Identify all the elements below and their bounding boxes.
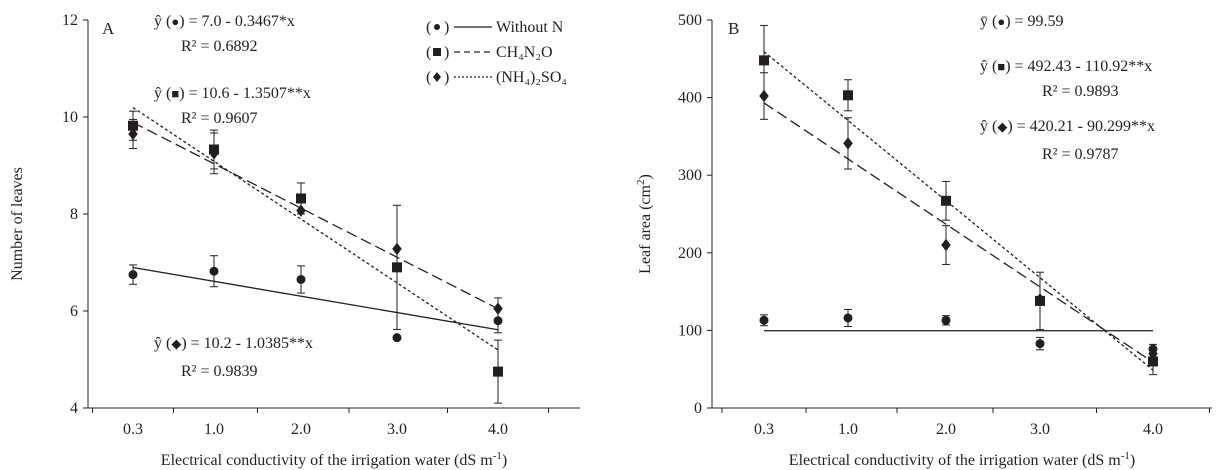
legend-paren: ) (444, 69, 449, 86)
legend-marker-square (433, 48, 441, 56)
r-squared: R² = 0.9893 (1042, 83, 1119, 100)
y-tick-label: 6 (70, 303, 78, 320)
y-tick-label: 10 (62, 109, 78, 126)
data-point-square (296, 193, 306, 204)
x-tick-label: 2.0 (936, 421, 956, 438)
y-tick-label: 100 (678, 322, 702, 339)
data-point-circle (1035, 339, 1045, 349)
regression-equation: ŷ (◆) = 420.21 - 90.299**x (980, 118, 1155, 135)
legend-paren: ( (426, 69, 431, 86)
x-tick-label: 0.3 (754, 421, 774, 438)
data-point-circle (941, 315, 951, 325)
data-point-square (941, 195, 951, 206)
data-point-diamond (493, 302, 503, 315)
data-point-diamond (392, 242, 402, 256)
data-point-diamond (843, 137, 853, 150)
data-point-square (843, 90, 853, 101)
fit-line-diamond (763, 102, 1154, 363)
chart-panel-A: 4 6 8 10 12 0.3 1.0 2.0 3.0 4.0 Electrical conduct… (9, 12, 580, 469)
fit-line-circle (132, 266, 499, 331)
y-tick-label: 4 (70, 400, 78, 417)
circle-symbol: ● (171, 14, 179, 29)
chart-panel-B: 0 100 200 300 400 500 0.3 1.0 2.0 3.0 4.0 Electrica… (635, 12, 1212, 469)
y-tick-label: 200 (678, 245, 702, 262)
regression-equation: ŷ (■) = 492.43 - 110.92**x (980, 58, 1152, 75)
data-point-diamond (1148, 347, 1158, 360)
regression-equation: ŷ (◆) = 10.2 - 1.0385**x (154, 335, 313, 352)
data-point-square (1148, 356, 1158, 367)
legend-label: CH₄N₂O (496, 44, 553, 61)
y-axis-label: Leaf area (cm2) (635, 174, 654, 274)
fit-line-square (132, 107, 499, 351)
y-tick-label: 0 (694, 400, 702, 417)
diamond-symbol: ◆ (997, 119, 1007, 134)
fit-line-square (763, 51, 1154, 371)
data-point-circle (392, 333, 402, 343)
legend-label: Without N (496, 19, 564, 36)
diamond-symbol: ◆ (171, 336, 181, 351)
r-squared: R² = 0.9607 (181, 110, 258, 127)
y-tick-label: 8 (70, 206, 78, 223)
regression-equation: ŷ (■) = 10.6 - 1.3507**x (154, 85, 311, 102)
data-point-circle (296, 274, 306, 284)
regression-equation: ȳ (●) = 99.59 (980, 13, 1064, 30)
x-tick-label: 3.0 (1030, 421, 1050, 438)
data-point-diamond (759, 89, 769, 103)
y-tick-label: 500 (678, 12, 702, 29)
data-point-diamond (296, 204, 306, 217)
x-tick-label: 4.0 (1143, 421, 1163, 438)
data-point-circle (843, 313, 853, 323)
panel-label: A (102, 19, 115, 38)
circle-symbol: ● (997, 14, 1005, 29)
y-tick-label: 300 (678, 167, 702, 184)
y-axis-label: Number of leaves (9, 167, 26, 281)
y-tick-label: 400 (678, 90, 702, 107)
data-point-diamond (941, 238, 951, 252)
data-point-diamond (1035, 293, 1045, 306)
x-tick-label: 3.0 (387, 421, 407, 438)
x-axis-label: Electrical conductivity of the irrigatio… (161, 450, 507, 469)
data-point-circle (759, 315, 769, 325)
x-tick-label: 1.0 (204, 421, 224, 438)
y-tick-label: 12 (62, 12, 78, 29)
data-point-circle (493, 316, 503, 326)
legend-paren: ) (444, 19, 449, 36)
r-squared: R² = 0.6892 (181, 38, 258, 55)
data-point-square (392, 262, 402, 273)
data-point-square (493, 366, 503, 377)
x-axis-label: Electrical conductivity of the irrigatio… (789, 450, 1135, 469)
data-point-square (759, 55, 769, 66)
legend-label: (NH₄)₂SO₄ (496, 69, 567, 86)
legend-marker-circle (434, 24, 440, 30)
x-tick-label: 0.3 (123, 421, 143, 438)
x-tick-label: 4.0 (488, 421, 508, 438)
fit-line-diamond (132, 121, 499, 310)
data-point-diamond (209, 147, 219, 160)
x-tick-label: 1.0 (838, 421, 858, 438)
data-point-circle (209, 266, 219, 276)
legend-paren: ) (444, 44, 449, 61)
panel-label: B (728, 19, 739, 38)
legend: () Without N () CH₄N₂O () (NH₄)₂SO₄ (426, 19, 567, 86)
r-squared: R² = 0.9787 (1042, 146, 1119, 163)
legend-paren: ( (426, 19, 431, 36)
x-tick-label: 2.0 (291, 421, 311, 438)
legend-paren: ( (426, 44, 431, 61)
square-symbol: ■ (997, 59, 1005, 74)
data-point-diamond (128, 127, 138, 141)
r-squared: R² = 0.9839 (181, 363, 258, 380)
square-symbol: ■ (171, 86, 179, 101)
data-point-circle (128, 270, 138, 280)
legend-marker-diamond (433, 72, 441, 82)
regression-equation: ŷ (●) = 7.0 - 0.3467*x (154, 13, 295, 30)
